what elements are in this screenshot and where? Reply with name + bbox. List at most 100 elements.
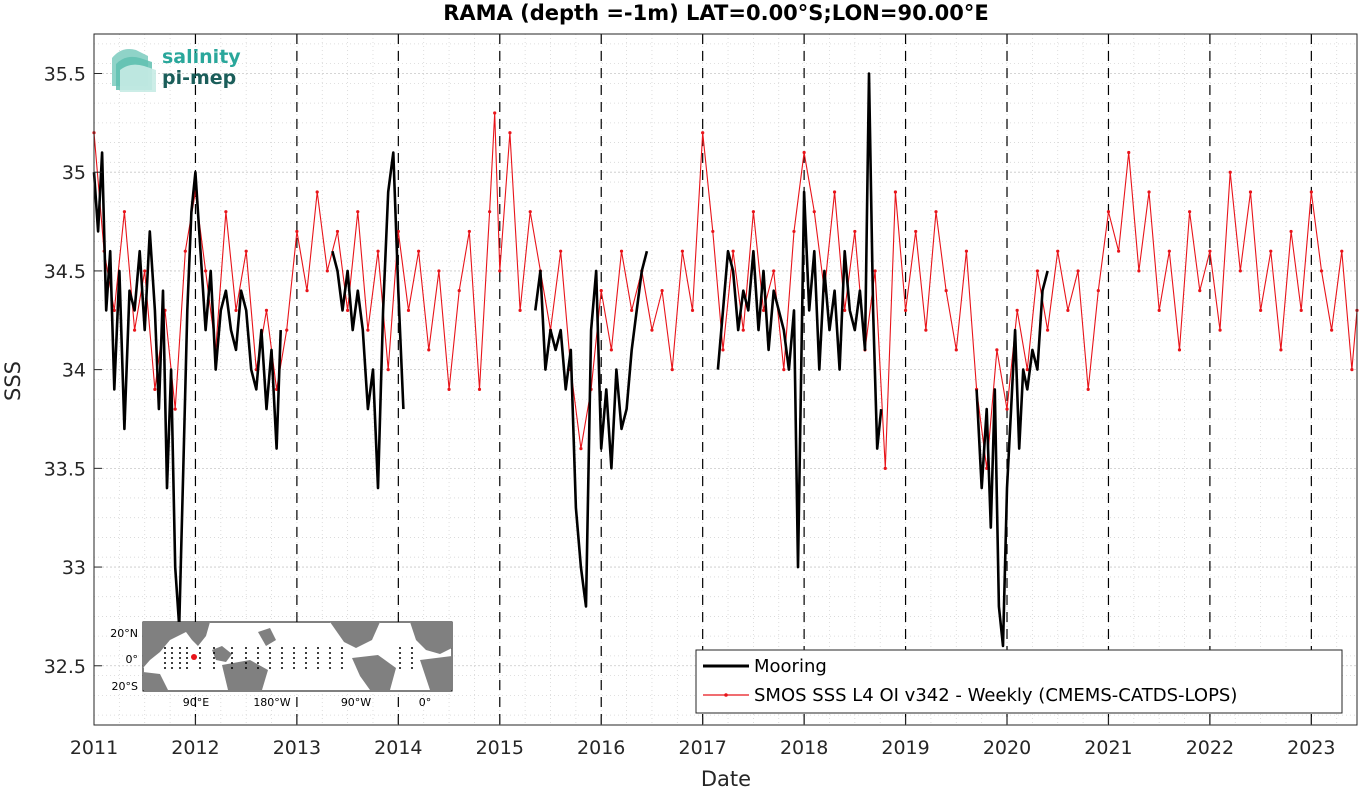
x-tick-label: 2017 bbox=[678, 737, 726, 759]
smos-point bbox=[1035, 269, 1040, 273]
inset-lat-label-s: 20°S bbox=[112, 680, 138, 693]
inset-station-dot bbox=[213, 647, 215, 649]
smos-point bbox=[680, 249, 684, 253]
inset-stations bbox=[164, 647, 413, 669]
inset-station-dot bbox=[199, 662, 201, 664]
inset-station-dot bbox=[317, 657, 319, 659]
plot-frame bbox=[93, 33, 1358, 726]
smos-point bbox=[1319, 269, 1324, 273]
x-tick-label: 2012 bbox=[171, 737, 219, 759]
inset-station-dot bbox=[164, 647, 166, 649]
logo-wave-icon bbox=[112, 49, 156, 92]
smos-point bbox=[1238, 269, 1242, 273]
logo-line2: pi-mep bbox=[162, 67, 236, 89]
smos-point bbox=[812, 210, 816, 214]
x-tick-label: 2015 bbox=[476, 737, 524, 759]
smos-point bbox=[1086, 387, 1090, 391]
smos-point bbox=[1096, 289, 1100, 293]
inset-station-dot bbox=[257, 662, 259, 664]
smos-point bbox=[112, 308, 116, 312]
smos-point bbox=[883, 466, 887, 470]
smos-point bbox=[122, 210, 127, 214]
smos-point bbox=[1198, 289, 1202, 293]
smos-point bbox=[599, 289, 603, 293]
inset-station-dot bbox=[164, 657, 166, 659]
smos-point bbox=[670, 368, 674, 372]
smos-point bbox=[346, 308, 350, 312]
inset-station-dot bbox=[399, 657, 401, 659]
inset-station-dot bbox=[231, 667, 233, 669]
smos-point bbox=[934, 210, 938, 214]
smos-point bbox=[1066, 308, 1070, 312]
smos-point bbox=[802, 150, 806, 155]
inset-station-dot bbox=[317, 667, 319, 669]
smos-point bbox=[630, 308, 634, 312]
inset-station-dot bbox=[329, 667, 331, 669]
x-tick-label: 2014 bbox=[374, 737, 422, 759]
smos-point bbox=[356, 210, 360, 214]
x-axis-ticks: 2011 2012 2013 2014 2015 2016 2017 2018 2019 2020… bbox=[70, 717, 1336, 759]
inset-station-dot bbox=[399, 667, 401, 669]
inset-station-dot bbox=[257, 657, 259, 659]
logo-line1: salinity bbox=[162, 46, 241, 68]
smos-point bbox=[1015, 308, 1019, 312]
inset-station-dot bbox=[171, 667, 173, 669]
inset-station-dot bbox=[329, 657, 331, 659]
smos-point bbox=[782, 368, 786, 372]
smos-point bbox=[417, 249, 421, 253]
smos-point bbox=[305, 289, 309, 293]
smos-point bbox=[903, 308, 908, 312]
selected-station-marker bbox=[191, 654, 197, 660]
inset-station-dot bbox=[305, 662, 307, 664]
smos-point bbox=[508, 131, 512, 135]
inset-station-dot bbox=[341, 657, 343, 659]
inset-station-dot bbox=[199, 652, 201, 654]
smos-point bbox=[944, 289, 948, 293]
smos-point bbox=[406, 308, 411, 312]
inset-station-dot bbox=[293, 657, 295, 659]
legend-label-mooring: Mooring bbox=[754, 656, 827, 677]
smos-point bbox=[183, 249, 187, 253]
inset-station-dot bbox=[245, 662, 247, 664]
inset-station-dot bbox=[411, 657, 413, 659]
inset-station-dot bbox=[269, 647, 271, 649]
smos-point bbox=[173, 407, 177, 411]
inset-station-dot bbox=[411, 662, 413, 664]
inset-station-dot bbox=[231, 662, 233, 664]
smos-point bbox=[579, 447, 583, 451]
legend-label-smos: SMOS SSS L4 OI v342 - Weekly (CMEMS-CATD… bbox=[754, 685, 1237, 706]
smos-point bbox=[1228, 170, 1232, 174]
y-axis-label: SSS bbox=[1, 361, 25, 401]
smos-point bbox=[518, 308, 522, 312]
inset-station-dot bbox=[281, 657, 283, 659]
inset-station-dot bbox=[186, 662, 188, 664]
smos-point bbox=[457, 289, 461, 293]
y-tick-label: 32.5 bbox=[44, 656, 86, 678]
smos-point bbox=[619, 249, 624, 253]
inset-station-dot bbox=[269, 662, 271, 664]
inset-station-dot bbox=[329, 662, 331, 664]
chart-title: RAMA (depth =-1m) LAT=0.00°S;LON=90.00°E bbox=[443, 1, 989, 25]
inset-station-dot bbox=[293, 662, 295, 664]
inset-station-dot bbox=[186, 652, 188, 654]
smos-point bbox=[493, 111, 497, 115]
inset-lat-label-eq: 0° bbox=[126, 653, 139, 666]
smos-point bbox=[792, 229, 796, 234]
inset-lon-label-180: 180°W bbox=[253, 696, 290, 709]
smos-point bbox=[761, 308, 766, 312]
inset-station-dot bbox=[164, 662, 166, 664]
y-tick-label: 34.5 bbox=[44, 261, 86, 283]
smos-point bbox=[203, 269, 208, 273]
smos-point bbox=[711, 229, 715, 234]
y-axis-ticks: 32.5 33 33.5 34 34.5 35 35.5 bbox=[44, 63, 102, 678]
legend-box bbox=[695, 649, 1343, 714]
inset-station-dot bbox=[317, 652, 319, 654]
smos-point bbox=[1208, 249, 1212, 253]
inset-station-dot bbox=[199, 657, 201, 659]
inset-station-dot bbox=[199, 647, 201, 649]
smos-point bbox=[1167, 249, 1171, 253]
inset-station-dot bbox=[305, 667, 307, 669]
x-tick-label: 2020 bbox=[983, 737, 1031, 759]
inset-station-dot bbox=[269, 652, 271, 654]
